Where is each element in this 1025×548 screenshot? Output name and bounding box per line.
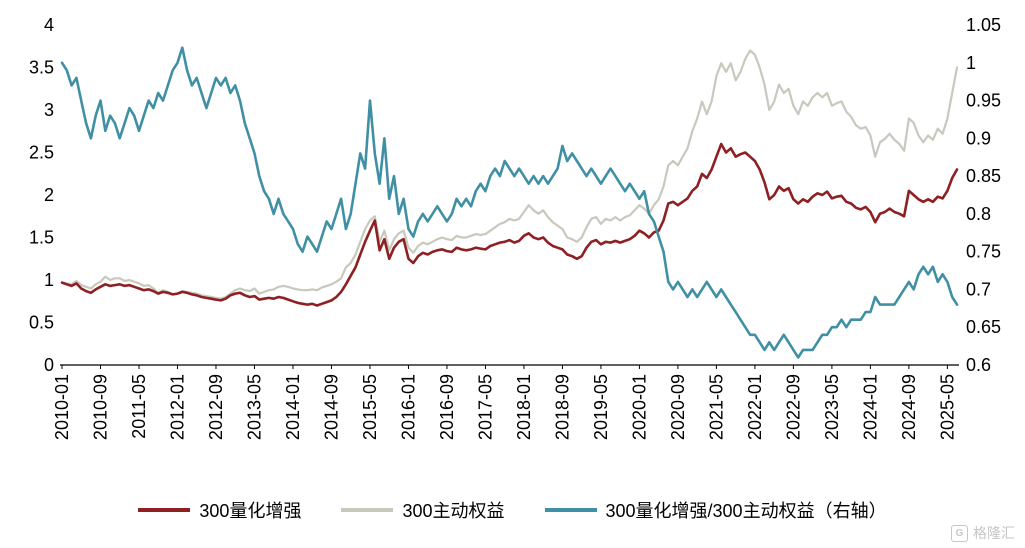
- x-axis-tick-label: 2012-09: [206, 374, 226, 440]
- y-axis-right-tick-label: 0.75: [966, 242, 1001, 262]
- legend-label-quant-enhanced: 300量化增强: [199, 501, 302, 521]
- x-axis-tick-label: 2025-05: [937, 374, 957, 440]
- y-axis-right-tick-label: 0.95: [966, 91, 1001, 111]
- x-axis-tick-label: 2014-09: [321, 374, 341, 440]
- series-line-1: [60, 49, 959, 300]
- legend-swatch-active-equity: [341, 508, 394, 512]
- x-axis-tick-label: 2018-01: [514, 374, 534, 440]
- y-axis-left-tick-label: 2: [44, 185, 54, 205]
- x-axis-tick-label: 2023-05: [822, 374, 842, 440]
- x-axis-tick-label: 2017-05: [475, 374, 495, 440]
- x-axis-tick-label: 2020-09: [668, 374, 688, 440]
- y-axis-left-tick-label: 3.5: [29, 58, 54, 78]
- x-axis-tick-label: 2014-01: [283, 374, 303, 440]
- line-chart: 0 0.5 1 1.5 2 2.5 3 3.5 4 0.6 0.65 0.7 0.75 0.8 0.85 0.…: [29, 15, 1001, 440]
- x-axis-tick-label: 2024-01: [860, 374, 880, 440]
- x-axis-tick-label: 2010-01: [52, 374, 72, 440]
- y-axis-left-tick-label: 0: [44, 355, 54, 375]
- x-axis-tick-label: 2024-09: [899, 374, 919, 440]
- chart-container: 0 0.5 1 1.5 2 2.5 3 3.5 4 0.6 0.65 0.7 0.75 0.8 0.85 0.…: [29, 15, 1015, 542]
- legend-item-quant-enhanced: 300量化增强: [138, 497, 301, 523]
- y-axis-right-tick-label: 1.05: [966, 15, 1001, 35]
- x-axis-tick-label: 2022-01: [745, 374, 765, 440]
- x-axis-tick-label: 2016-09: [437, 374, 457, 440]
- y-axis-right-tick-label: 1: [966, 53, 976, 73]
- x-axis-tick-label: 2018-09: [552, 374, 572, 440]
- legend-swatch-quant-enhanced: [138, 508, 191, 512]
- y-axis-right-tick-label: 0.85: [966, 166, 1001, 186]
- x-axis-tick-label: 2022-09: [783, 374, 803, 440]
- series-line-2: [60, 46, 959, 359]
- legend-item-ratio-right-axis: 300量化增强/300主动权益（右轴）: [544, 497, 887, 523]
- watermark-gelonghui: G 格隆汇: [951, 523, 1015, 543]
- y-axis-left-tick-label: 2.5: [29, 143, 54, 163]
- legend-item-active-equity: 300主动权益: [341, 497, 505, 523]
- x-axis-tick-label: 2010-09: [90, 374, 110, 440]
- y-axis-left-tick-label: 0.5: [29, 313, 54, 333]
- y-axis-left-tick-label: 4: [44, 15, 54, 35]
- x-axis-tick-label: 2019-05: [591, 374, 611, 440]
- x-axis-tick-label: 2016-01: [398, 374, 418, 440]
- y-axis-right-tick-label: 0.9: [966, 128, 991, 148]
- y-axis-right-tick-label: 0.6: [966, 355, 991, 375]
- legend-label-ratio-right-axis: 300量化增强/300主动权益（右轴）: [605, 501, 887, 521]
- y-axis-left-tick-label: 1.5: [29, 228, 54, 248]
- x-axis-tick-label: 2012-01: [167, 374, 187, 440]
- watermark-text: 格隆汇: [973, 525, 1015, 541]
- y-axis-right-tick-label: 0.65: [966, 317, 1001, 337]
- x-axis-tick-label: 2011-05: [129, 374, 149, 439]
- series-line-0: [60, 142, 959, 307]
- legend-swatch-ratio-right-axis: [544, 508, 597, 512]
- y-axis-left-tick-label: 1: [44, 270, 54, 290]
- y-axis-left-tick-label: 3: [44, 100, 54, 120]
- x-axis-tick-label: 2020-01: [629, 374, 649, 440]
- x-axis-tick-label: 2013-05: [244, 374, 264, 440]
- x-axis-tick-label: 2021-05: [706, 374, 726, 440]
- y-axis-right-tick-label: 0.7: [966, 279, 991, 299]
- legend-label-active-equity: 300主动权益: [402, 501, 505, 521]
- chart-legend: 300量化增强 300主动权益 300量化增强/300主动权益（右轴）: [0, 497, 1025, 523]
- x-axis-tick-label: 2015-05: [360, 374, 380, 440]
- y-axis-right-tick-label: 0.8: [966, 204, 991, 224]
- gelonghui-logo-icon: G: [951, 524, 968, 542]
